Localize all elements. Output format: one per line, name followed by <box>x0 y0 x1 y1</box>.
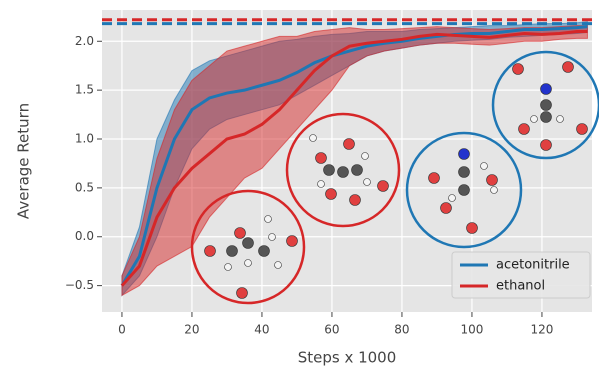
y-tick-label: 2.0 <box>75 34 94 48</box>
x-tick-label: 20 <box>184 323 199 337</box>
y-tick-label: −0.5 <box>65 278 94 292</box>
atom <box>458 166 470 178</box>
molecule-frame <box>491 50 599 160</box>
y-tick-label: 1.0 <box>75 132 94 146</box>
atom <box>224 263 232 271</box>
atom <box>530 115 538 123</box>
atom <box>315 152 327 164</box>
atom <box>490 186 498 194</box>
atom <box>458 148 470 160</box>
atom <box>343 138 355 150</box>
x-tick-label: 60 <box>324 323 339 337</box>
x-tick-label: 80 <box>394 323 409 337</box>
band <box>121 25 588 297</box>
molecule-frame <box>190 189 306 305</box>
line <box>120 30 588 287</box>
atom <box>351 164 363 176</box>
y-tick-label: 1.5 <box>75 83 94 97</box>
atom <box>480 162 488 170</box>
atom <box>349 194 361 206</box>
atom <box>440 202 452 214</box>
atom <box>540 83 552 95</box>
atom <box>540 111 552 123</box>
y-axis-label: Average Return <box>15 103 33 219</box>
molecule-frame <box>285 112 401 228</box>
molecule-frame <box>405 131 523 249</box>
atom <box>361 152 369 160</box>
atom <box>268 233 276 241</box>
atom <box>325 188 337 200</box>
atom <box>556 115 564 123</box>
atom <box>576 123 588 135</box>
line <box>120 25 588 287</box>
atom <box>458 184 470 196</box>
y-tick-label: 0.0 <box>75 229 94 243</box>
atom <box>317 180 325 188</box>
atom <box>226 245 238 257</box>
atom <box>274 261 282 269</box>
atom <box>540 99 552 111</box>
atom <box>264 215 272 223</box>
atom <box>448 194 456 202</box>
atom <box>562 61 574 73</box>
x-axis-label: Steps x 1000 <box>298 349 397 367</box>
atom <box>337 166 349 178</box>
x-tick-label: 0 <box>118 323 126 337</box>
atom <box>377 180 389 192</box>
x-tick-label: 120 <box>530 323 553 337</box>
atom <box>258 245 270 257</box>
atom <box>512 63 524 75</box>
atom <box>286 235 298 247</box>
atom <box>309 134 317 142</box>
atom <box>518 123 530 135</box>
atom <box>428 172 440 184</box>
x-tick-label: 100 <box>460 323 483 337</box>
atom <box>466 222 478 234</box>
x-tick-label: 40 <box>254 323 269 337</box>
atom <box>244 259 252 267</box>
atom <box>540 139 552 151</box>
atom <box>236 287 248 299</box>
atom <box>234 227 246 239</box>
atom <box>363 178 371 186</box>
atom <box>204 245 216 257</box>
y-tick-label: 0.5 <box>75 180 94 194</box>
legend-label: ethanol <box>496 279 545 294</box>
legend-label: acetonitrile <box>496 258 570 273</box>
atom <box>242 237 254 249</box>
atom <box>486 174 498 186</box>
atom <box>323 164 335 176</box>
